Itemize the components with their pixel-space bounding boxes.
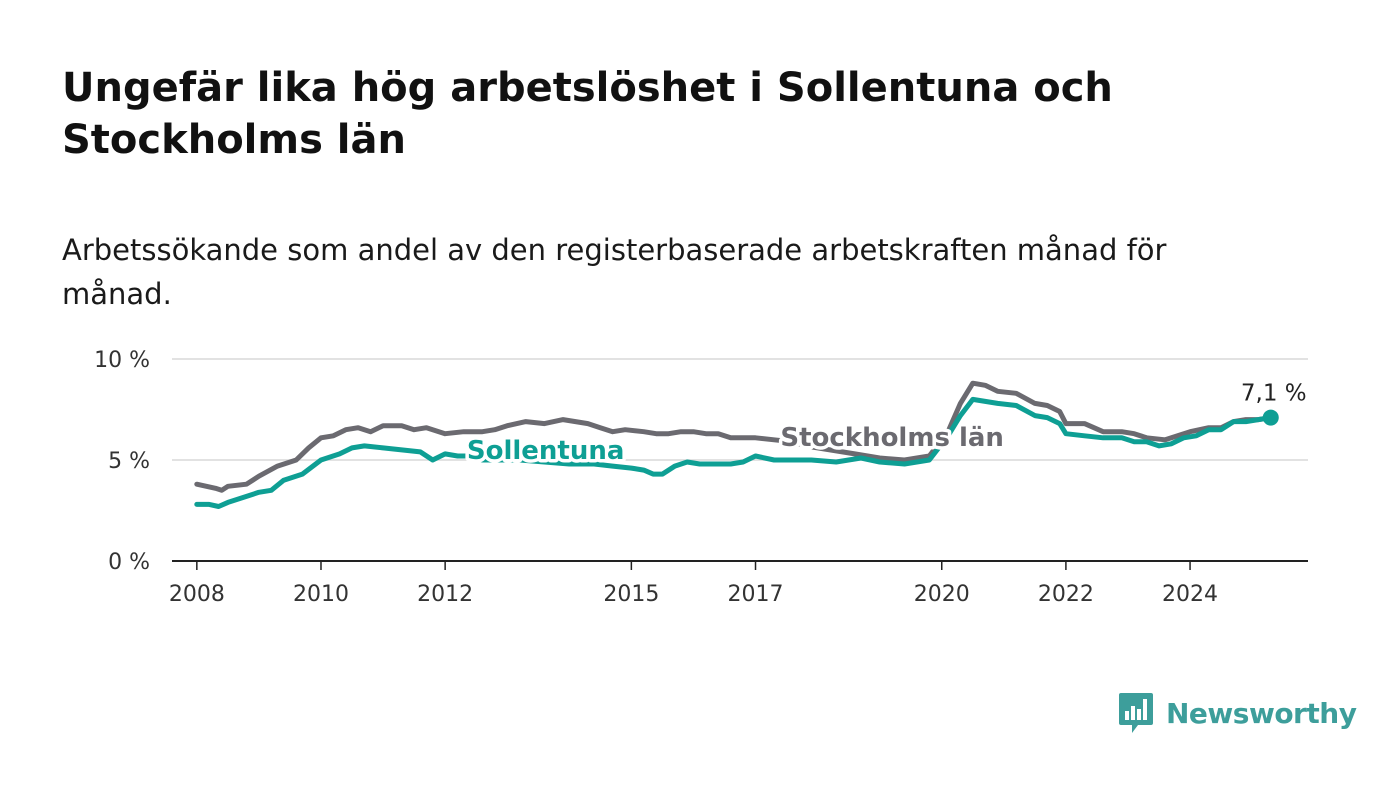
newsworthy-logo-icon xyxy=(1119,693,1153,733)
series-line-sollentuna xyxy=(194,396,1274,509)
series-label-sollentuna: Sollentuna xyxy=(467,436,625,466)
axis-layer: 0 % 5 % 10 % 2008 2010 2012 2015 2017 2020 2022 20… xyxy=(94,348,1308,607)
y-tick-label: 0 % xyxy=(108,550,150,575)
x-tick-label: 2008 xyxy=(169,582,225,607)
series-layer xyxy=(194,380,1274,509)
brand-name: Newsworthy xyxy=(1166,696,1357,730)
end-point-marker xyxy=(1262,409,1279,426)
y-tick-label: 10 % xyxy=(94,348,150,373)
x-tick-label: 2020 xyxy=(914,582,970,607)
series-label-stockholms-lan: Stockholms län xyxy=(780,423,1004,453)
brand-logo: Newsworthy xyxy=(1118,690,1357,736)
chart-subtitle: Arbetssökande som andel av den registerb… xyxy=(62,233,1167,311)
label-layer: Stockholms län Sollentuna 7,1 % xyxy=(463,381,1307,470)
x-tick-label: 2017 xyxy=(728,582,784,607)
x-tick-label: 2010 xyxy=(293,582,349,607)
x-tick-label: 2024 xyxy=(1162,582,1218,607)
y-tick-label: 5 % xyxy=(108,449,150,474)
x-tick-label: 2012 xyxy=(417,582,473,607)
chart-title: Ungefär lika hög arbetslöshet i Sollentu… xyxy=(62,65,1113,163)
series-line-stockholms-län xyxy=(194,380,1274,493)
x-tick-label: 2015 xyxy=(603,582,659,607)
grid-layer xyxy=(172,358,1308,461)
end-value-label: 7,1 % xyxy=(1241,381,1307,407)
x-tick-label: 2022 xyxy=(1038,582,1094,607)
